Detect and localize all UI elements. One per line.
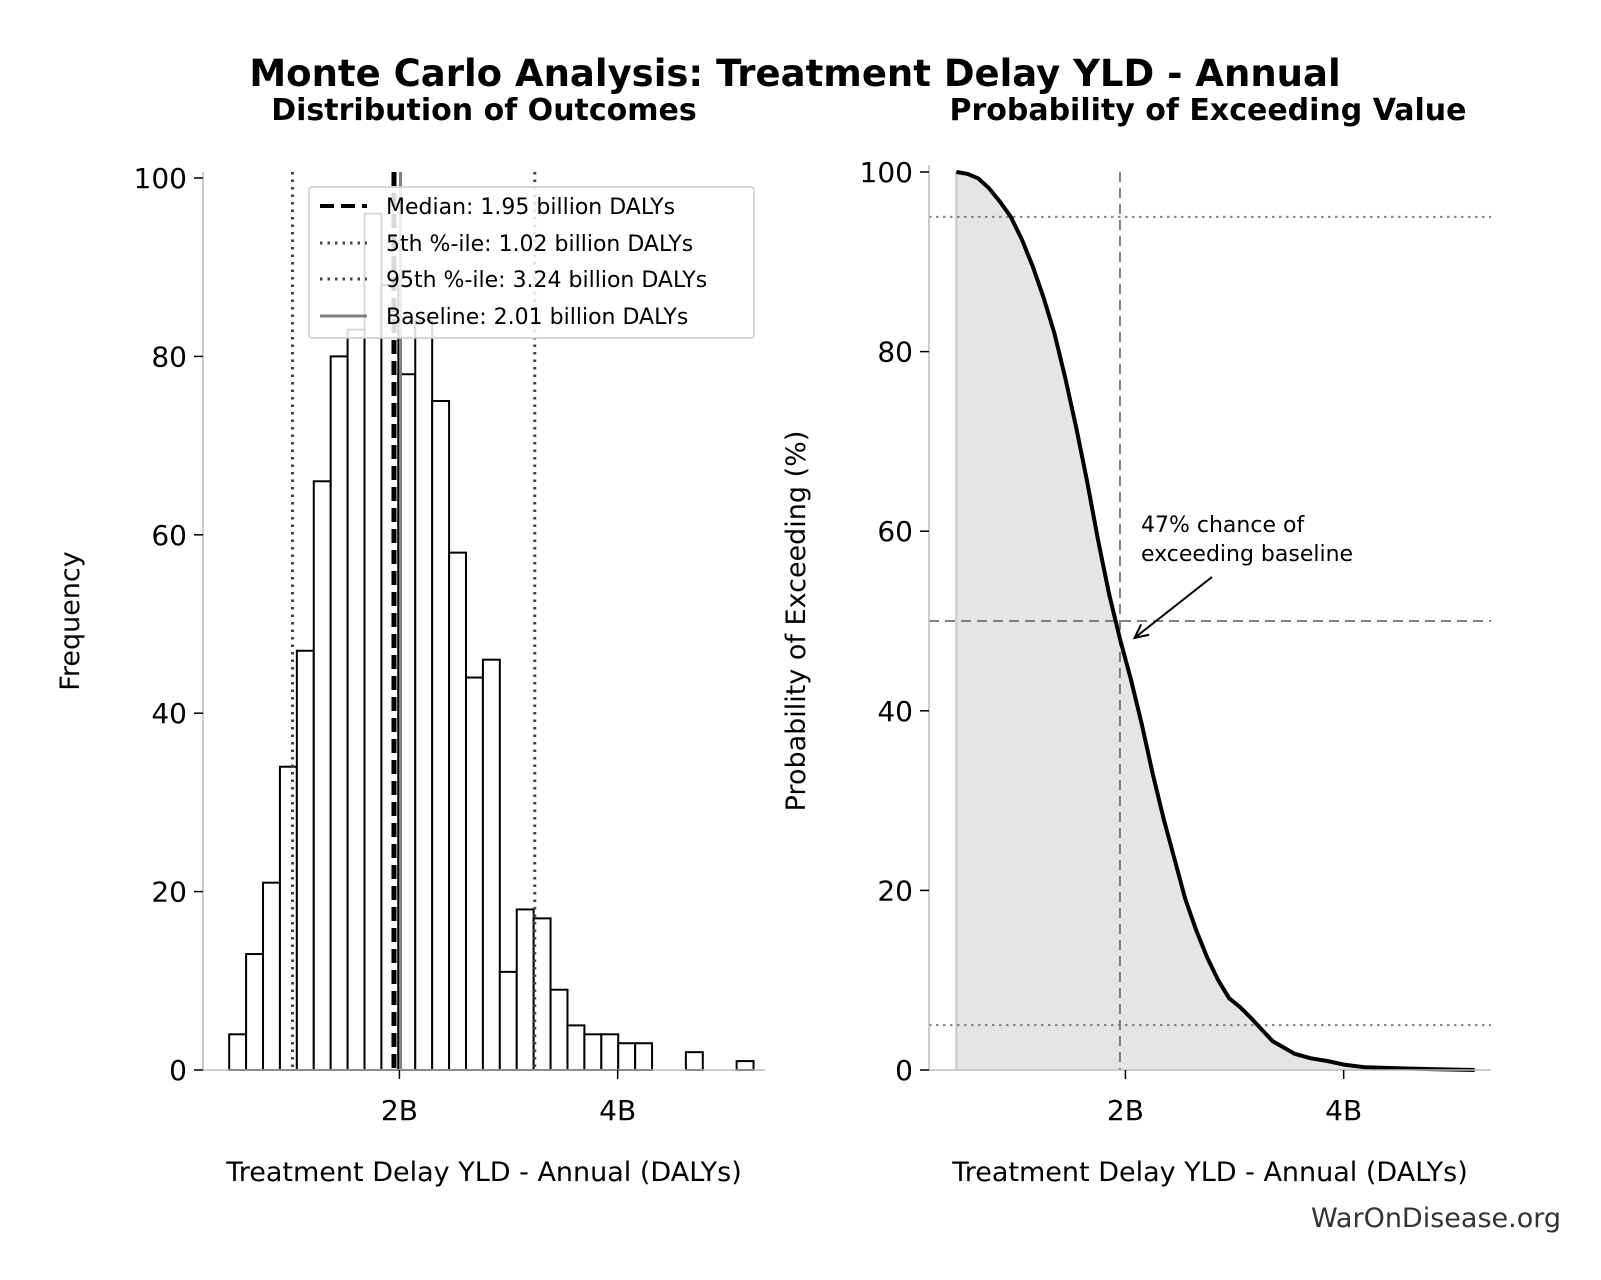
figure-title: Monte Carlo Analysis: Treatment Delay YL… [249,52,1340,95]
exceedance-y-tick-label: 40 [877,695,913,728]
histogram-y-tick-label: 100 [134,162,187,195]
histogram-bar [329,355,349,1071]
histogram-bar [532,917,552,1071]
histogram-bar [245,953,265,1071]
histogram-y-ticks: 0 20 40 60 80 100 [134,162,203,1087]
histogram-x-tick-label: 2B [381,1094,418,1127]
histogram-bar [228,1033,248,1071]
exceedance-y-tick-label: 20 [877,874,913,907]
histogram-bar [431,400,451,1071]
histogram-bar [549,988,569,1071]
histogram-y-tick-label: 80 [151,340,187,373]
histogram-y-tick-label: 20 [151,876,187,909]
histogram-bar [278,765,298,1071]
histogram-bar [312,480,332,1071]
exceedance-annotation: 47% chance of exceeding baseline [1132,513,1353,640]
histogram-bar [583,1033,603,1071]
legend-median-label: Median: 1.95 billion DALYs [386,195,675,220]
histogram-panel: Distribution of Outcomes 0 20 40 60 80 100 2B… [55,93,765,1188]
legend-p95-label: 95th %-ile: 3.24 billion DALYs [386,268,707,293]
histogram-bar [684,1051,704,1072]
histogram-y-tick-label: 60 [151,519,187,552]
histogram-bars [228,212,755,1072]
exceedance-subtitle: Probability of Exceeding Value [949,93,1466,128]
exceedance-y-tick-label: 80 [877,336,913,369]
histogram-bar [634,1042,654,1071]
annotation-line-2: exceeding baseline [1141,542,1353,567]
histogram-x-tick-label: 4B [599,1094,636,1127]
histogram-bar [566,1024,586,1072]
exceedance-curve [955,170,1475,1072]
exceedance-panel: Probability of Exceeding Value 0 20 40 60 80… [781,93,1491,1188]
histogram-bar [515,908,535,1071]
legend-box [308,186,755,339]
histogram-legend: Median: 1.95 billion DALYs 5th %-ile: 1.… [308,186,755,339]
legend-baseline-label: Baseline: 2.01 billion DALYs [386,305,688,330]
exceedance-area [956,172,1475,1070]
histogram-bar [600,1033,620,1071]
histogram-bar [414,319,434,1072]
exceedance-y-ticks: 0 20 40 60 80 100 [860,156,929,1087]
histogram-bar [346,328,366,1071]
histogram-x-axis-label: Treatment Delay YLD - Annual (DALYs) [225,1157,742,1188]
histogram-y-axis-label: Frequency [55,551,86,691]
exceedance-x-tick-label: 2B [1107,1094,1144,1127]
histogram-subtitle: Distribution of Outcomes [271,93,697,128]
exceedance-y-tick-label: 60 [877,515,913,548]
exceedance-y-axis-label: Probability of Exceeding (%) [781,431,812,812]
footer-credit: WarOnDisease.org [1311,1203,1561,1234]
exceedance-x-axis-label: Treatment Delay YLD - Annual (DALYs) [951,1157,1468,1188]
histogram-bar [448,551,467,1071]
histogram-bar [498,970,518,1072]
histogram-bar [735,1060,755,1071]
histogram-bar [262,881,281,1071]
histogram-bar [481,658,501,1071]
histogram-bar [363,212,383,1071]
histogram-x-ticks: 2B 4B [381,1070,636,1127]
annotation-line-1: 47% chance of [1141,513,1305,538]
legend-p5-label: 5th %-ile: 1.02 billion DALYs [386,232,693,257]
histogram-bar [295,649,315,1071]
exceedance-x-tick-label: 4B [1325,1094,1362,1127]
histogram-bar [464,676,484,1072]
histogram-y-tick-label: 40 [151,697,187,730]
exceedance-y-tick-label: 0 [895,1054,913,1087]
annotation-arrowhead [1132,624,1150,640]
exceedance-reference-lines [929,172,1491,1070]
histogram-bar [617,1042,637,1071]
exceedance-x-ticks: 2B 4B [1107,1070,1362,1127]
annotation-arrow [1133,576,1213,639]
histogram-y-tick-label: 0 [169,1054,187,1087]
exceedance-y-tick-label: 100 [860,156,913,189]
